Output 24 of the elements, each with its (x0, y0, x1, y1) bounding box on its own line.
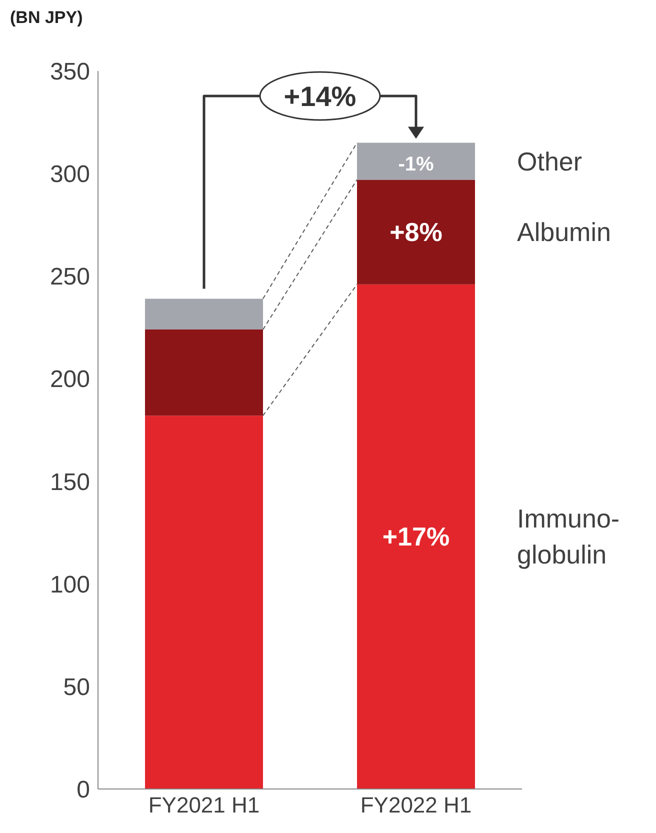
series-label: Immuno-globulin (517, 504, 620, 570)
annotation: +8% (390, 217, 442, 248)
x-tick-label: FY2022 H1 (360, 792, 472, 818)
y-tick-label: 300 (50, 161, 90, 188)
bar (145, 416, 263, 789)
y-tick-label: 50 (63, 674, 90, 701)
y-tick-label: 250 (50, 264, 90, 291)
y-tick-label: 150 (50, 468, 90, 496)
x-tick-label: FY2021 H1 (148, 792, 260, 818)
y-tick-label: 100 (50, 571, 90, 598)
bar (357, 284, 475, 789)
series-label: Albumin (517, 217, 611, 248)
bar (357, 142, 475, 180)
y-tick-label: 0 (76, 776, 90, 804)
y-tick-label: 200 (50, 366, 90, 394)
bar (145, 329, 263, 416)
bar (145, 298, 263, 330)
series-label: Other (517, 146, 582, 176)
bar (357, 180, 475, 284)
annotation: +17% (382, 522, 450, 552)
y-axis-title: (BN JPY) (10, 8, 83, 28)
annotation: -1% (398, 153, 434, 176)
y-tick-label: 350 (50, 58, 90, 86)
annotation: +14% (284, 81, 356, 112)
